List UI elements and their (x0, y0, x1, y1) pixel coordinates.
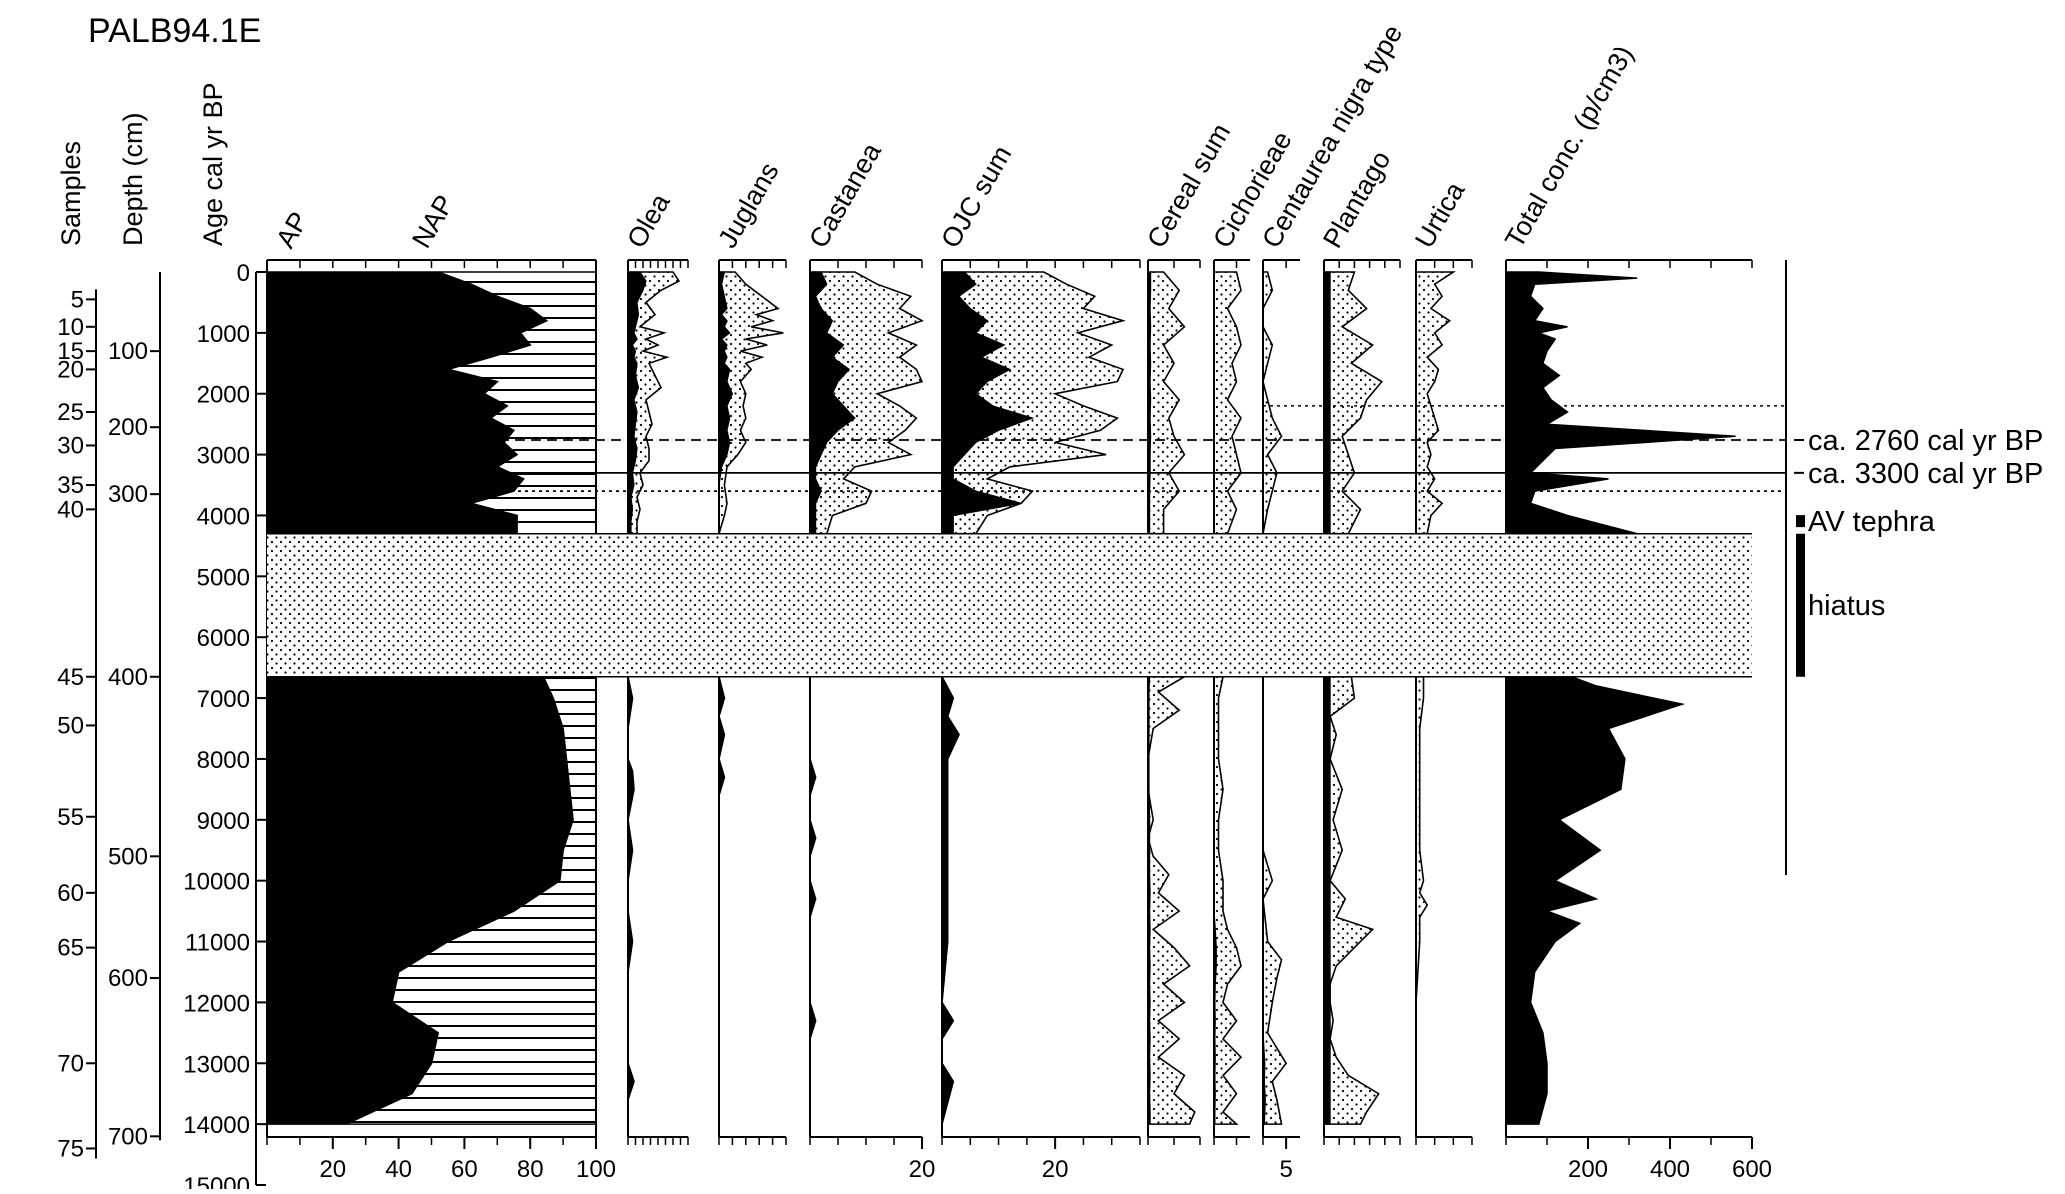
depth-age-axes: 5101520253035404550556065707510020030040… (57, 260, 266, 1189)
samples-axis-label: Samples (56, 141, 86, 246)
age-tick-label: 14000 (183, 1112, 250, 1139)
age-tick-label: 9000 (197, 808, 250, 835)
bottom-tick-label: 80 (517, 1156, 544, 1183)
total-concentration-area (1506, 677, 1682, 1124)
exaggeration-curve (1263, 272, 1282, 534)
column-label: Olea (621, 188, 676, 253)
depth-tick-label: 100 (108, 338, 148, 365)
column-label: Juglans (712, 157, 785, 253)
bottom-tick-label: 20 (1042, 1156, 1069, 1183)
exaggeration-curve (1324, 272, 1382, 534)
bottom-tick-label: 200 (1568, 1156, 1608, 1183)
sample-tick-label: 20 (57, 356, 84, 383)
depth-tick-label: 500 (108, 843, 148, 870)
event-marker (1796, 515, 1805, 527)
age-tick-label: 11000 (185, 930, 250, 957)
age-tick-label: 2000 (197, 382, 250, 409)
age-tick-label: 1000 (197, 321, 250, 348)
event-label: ca. 2760 cal yr BP (1808, 425, 2043, 457)
depth-tick-label: 300 (108, 481, 148, 508)
sample-tick-label: 75 (57, 1135, 84, 1162)
sample-tick-label: 70 (57, 1050, 84, 1077)
sample-tick-label: 65 (57, 935, 84, 962)
column-label: Urtica (1409, 176, 1471, 253)
exaggeration-curve (1416, 272, 1453, 534)
event-label: AV tephra (1808, 506, 1936, 538)
exaggeration-curve (1214, 272, 1241, 534)
sample-tick-label: 55 (57, 804, 84, 831)
sample-tick-label: 35 (57, 472, 84, 499)
percentage-area (942, 677, 959, 1124)
column-label: OJC sum (935, 141, 1017, 253)
bottom-tick-label: 60 (451, 1156, 478, 1183)
bottom-tick-label: 20 (319, 1156, 346, 1183)
depth-tick-label: 400 (108, 664, 148, 691)
age-tick-label: 10000 (183, 869, 250, 896)
bottom-tick-label: 5 (1279, 1156, 1292, 1183)
depth-axis-label: Depth (cm) (118, 112, 148, 246)
exaggeration-curve (1416, 677, 1427, 1124)
hiatus-label: hiatus (1808, 590, 1885, 622)
bottom-tick-label: 400 (1650, 1156, 1690, 1183)
column-label: AP (270, 207, 314, 253)
sample-tick-label: 5 (71, 286, 84, 313)
bottom-tick-label: 100 (576, 1156, 616, 1183)
hiatus-band-fill (267, 534, 1752, 677)
panel-ap-nap: 20 40 60 80 100 AP NAP (267, 190, 616, 1183)
age-tick-label: 3000 (197, 443, 250, 470)
depth-tick-label: 600 (108, 965, 148, 992)
column-label: NAP (406, 190, 460, 253)
age-tick-label: 12000 (183, 990, 250, 1017)
sample-tick-label: 60 (57, 880, 84, 907)
chart-title: PALB94.1E (88, 12, 261, 50)
age-tick-label: 7000 (197, 686, 250, 713)
bottom-tick-label: 600 (1732, 1156, 1772, 1183)
sample-tick-label: 25 (57, 399, 84, 426)
sample-tick-label: 50 (57, 712, 84, 739)
age-tick-label: 4000 (197, 503, 250, 530)
exaggeration-curve (1148, 677, 1195, 1124)
hiatus-bar (1796, 534, 1805, 677)
exaggeration-curve (1263, 677, 1286, 1124)
age-tick-label: 13000 (183, 1051, 250, 1078)
age-tick-label: 5000 (197, 564, 250, 591)
sample-tick-label: 45 (57, 664, 84, 691)
sample-tick-label: 30 (57, 432, 84, 459)
age-tick-label: 6000 (197, 625, 250, 652)
exaggeration-curve (1324, 677, 1379, 1124)
exaggeration-curve (1148, 272, 1184, 534)
column-label: Castanea (803, 137, 887, 253)
age-tick-label: 0 (237, 260, 250, 287)
total-concentration-area (1506, 272, 1736, 534)
event-label: ca. 3300 cal yr BP (1808, 458, 2043, 490)
age-axis-label: Age cal yr BP (198, 82, 228, 246)
depth-tick-label: 700 (108, 1123, 148, 1150)
column-label: Total conc. (p/cm3) (1499, 40, 1639, 253)
age-tick-label: 8000 (197, 747, 250, 774)
age-tick-label: 15000 (183, 1173, 250, 1189)
depth-tick-label: 200 (108, 414, 148, 441)
bottom-tick-label: 20 (909, 1156, 936, 1183)
bottom-tick-label: 40 (385, 1156, 412, 1183)
exaggeration-curve (1214, 677, 1241, 1124)
sample-tick-label: 40 (57, 496, 84, 523)
sample-tick-label: 10 (57, 314, 84, 341)
